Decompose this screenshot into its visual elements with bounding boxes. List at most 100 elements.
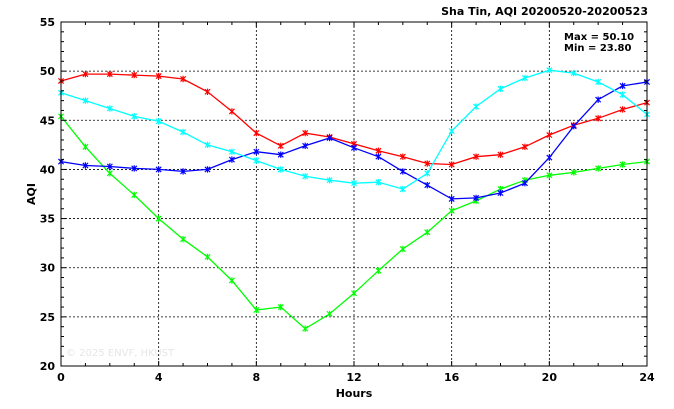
- data-point: [546, 131, 553, 139]
- data-point: [82, 97, 89, 104]
- series-4: [57, 66, 651, 193]
- data-point: [570, 122, 577, 130]
- data-point: [302, 325, 309, 332]
- data-point: [448, 207, 455, 214]
- data-point: [204, 88, 211, 95]
- y-tick-label: 45: [40, 114, 55, 127]
- data-point: [424, 181, 431, 189]
- data-point: [399, 168, 406, 175]
- grid: [61, 22, 647, 366]
- data-point: [204, 253, 211, 261]
- data-point: [448, 161, 455, 168]
- data-point: [131, 113, 138, 120]
- data-point: [595, 165, 602, 172]
- data-point: [302, 129, 309, 137]
- data-point: [619, 106, 626, 113]
- data-point: [473, 103, 480, 110]
- data-point: [180, 75, 187, 83]
- data-point: [155, 215, 162, 222]
- data-point: [521, 143, 528, 151]
- data-point: [448, 195, 455, 203]
- x-tick-label: 24: [639, 371, 655, 384]
- data-point: [350, 290, 358, 297]
- y-tick-label: 40: [40, 163, 56, 176]
- data-point: [473, 153, 480, 160]
- data-point: [570, 169, 577, 176]
- data-point: [375, 267, 382, 274]
- data-point: [350, 179, 358, 187]
- data-point: [204, 141, 211, 149]
- data-point: [570, 69, 577, 77]
- data-point: [619, 161, 626, 168]
- data-point: [497, 189, 504, 197]
- data-point: [106, 70, 113, 78]
- series-layer: [57, 66, 651, 332]
- data-point: [277, 151, 284, 158]
- data-point: [106, 170, 113, 177]
- data-point: [497, 85, 504, 93]
- ticks: 0 4 8 12 16 20 24 20 25 30 35 40 45 50 55: [40, 16, 655, 384]
- data-point: [82, 143, 89, 151]
- data-point: [82, 162, 89, 169]
- data-point: [546, 154, 553, 161]
- data-point: [253, 157, 260, 164]
- data-point: [595, 96, 602, 103]
- data-point: [375, 179, 382, 186]
- data-point: [619, 91, 626, 98]
- data-point: [155, 118, 162, 125]
- data-point: [302, 142, 309, 150]
- data-point: [375, 153, 382, 160]
- data-point: [277, 166, 284, 173]
- data-point: [521, 74, 528, 82]
- x-tick-label: 20: [542, 371, 558, 384]
- data-point: [424, 160, 431, 167]
- max-label: Max = 50.10: [564, 32, 634, 43]
- data-point: [424, 229, 431, 236]
- data-point: [228, 108, 235, 115]
- data-point: [82, 70, 89, 78]
- data-point: [424, 170, 431, 177]
- data-point: [180, 236, 187, 243]
- data-point: [497, 151, 504, 158]
- data-point: [326, 310, 333, 318]
- data-point: [326, 177, 333, 184]
- data-point: [595, 115, 602, 122]
- x-tick-label: 16: [444, 371, 460, 384]
- data-point: [326, 134, 333, 142]
- data-point: [619, 82, 626, 90]
- data-point: [228, 148, 235, 155]
- data-point: [253, 148, 260, 155]
- data-point: [399, 185, 406, 193]
- data-point: [180, 168, 187, 175]
- data-point: [228, 156, 235, 163]
- data-point: [180, 128, 187, 136]
- y-tick-label: 50: [40, 65, 56, 78]
- x-tick-label: 12: [346, 371, 361, 384]
- data-point: [131, 71, 138, 79]
- y-tick-label: 35: [40, 213, 55, 226]
- min-label: Min = 23.80: [564, 43, 632, 54]
- data-point: [204, 166, 211, 173]
- y-tick-label: 20: [40, 360, 56, 373]
- data-point: [375, 147, 382, 154]
- data-point: [546, 172, 553, 179]
- data-point: [131, 191, 138, 199]
- x-tick-label: 0: [57, 371, 65, 384]
- series-3: [57, 78, 651, 203]
- data-point: [473, 194, 480, 202]
- y-tick-label: 25: [40, 311, 55, 324]
- data-point: [228, 277, 235, 284]
- data-point: [253, 306, 260, 314]
- x-axis-label: Hours: [336, 387, 373, 400]
- data-point: [155, 72, 162, 80]
- data-point: [302, 173, 309, 180]
- data-point: [131, 165, 138, 172]
- data-point: [399, 153, 406, 160]
- data-point: [546, 66, 553, 74]
- x-tick-label: 4: [155, 371, 163, 384]
- data-point: [253, 129, 260, 137]
- data-point: [399, 245, 406, 253]
- data-point: [350, 144, 358, 152]
- data-point: [106, 105, 113, 112]
